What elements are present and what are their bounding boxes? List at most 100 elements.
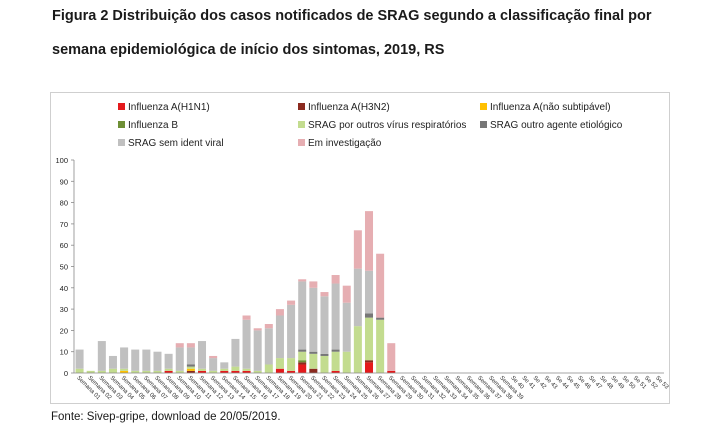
bar-segment bbox=[331, 283, 340, 350]
bar-segment bbox=[376, 253, 385, 318]
bar-segment bbox=[387, 370, 396, 373]
y-tick-label: 0 bbox=[64, 369, 68, 378]
legend-swatch bbox=[298, 103, 305, 110]
bar-segment bbox=[120, 347, 129, 369]
legend-label: Em investigação bbox=[308, 138, 382, 149]
bar-segment bbox=[153, 351, 162, 371]
bar-segment bbox=[242, 370, 251, 373]
bar-segment bbox=[186, 368, 195, 371]
bar-segment bbox=[231, 370, 240, 373]
bar-segment bbox=[287, 300, 296, 305]
bar-segment bbox=[275, 358, 284, 369]
bar-segment bbox=[320, 292, 329, 297]
legend-label: SRAG por outros vírus respiratórios bbox=[308, 120, 466, 131]
bar-segment bbox=[220, 362, 229, 369]
bar-segment bbox=[142, 349, 151, 371]
bar-segment bbox=[253, 328, 262, 331]
bar-segment bbox=[186, 347, 195, 365]
legend-label: Influenza A(não subtipável) bbox=[490, 102, 611, 113]
legend-swatch bbox=[298, 121, 305, 128]
bar-segment bbox=[198, 341, 207, 369]
bar-segment bbox=[142, 370, 151, 373]
y-tick-label: 40 bbox=[60, 284, 68, 293]
bar-segment bbox=[220, 368, 229, 371]
bar-segment bbox=[264, 328, 273, 365]
bar-segment bbox=[153, 370, 162, 373]
bar-segment bbox=[97, 341, 106, 371]
bar-segment bbox=[364, 270, 374, 314]
bar-segment bbox=[298, 362, 307, 365]
bar-segment bbox=[376, 319, 385, 373]
bar-segment bbox=[376, 317, 385, 320]
source-note: Fonte: Sivep-gripe, download de 20/05/20… bbox=[51, 411, 281, 423]
bar-segment bbox=[120, 370, 129, 373]
bar-segment bbox=[320, 296, 329, 354]
bar-segment bbox=[253, 330, 262, 371]
bar-segment bbox=[209, 355, 218, 359]
y-tick-label: 70 bbox=[60, 220, 68, 229]
bar-segment bbox=[309, 353, 318, 369]
y-tick-label: 100 bbox=[55, 156, 68, 165]
y-tick-label: 10 bbox=[60, 348, 68, 357]
bar-segment bbox=[264, 364, 273, 373]
bar-segment bbox=[75, 349, 84, 369]
bar-segment bbox=[108, 368, 117, 373]
bar-segment bbox=[75, 368, 84, 373]
legend-swatch bbox=[118, 121, 125, 128]
legend-swatch bbox=[480, 121, 487, 128]
bar-segment bbox=[309, 368, 318, 373]
bar-segment bbox=[186, 370, 195, 373]
bar-segment bbox=[164, 353, 173, 369]
bar-segment bbox=[342, 302, 351, 352]
bar-segment bbox=[353, 268, 362, 327]
bar-segment bbox=[264, 324, 273, 329]
bar-segment bbox=[97, 370, 106, 373]
y-tick-label: 80 bbox=[60, 199, 68, 208]
y-axis: 0 10 20 30 40 50 60 70 80 90 100 bbox=[55, 156, 75, 378]
bar-segment bbox=[198, 368, 207, 371]
legend-label: SRAG outro agente etiológico bbox=[490, 120, 623, 131]
y-tick-label: 60 bbox=[60, 241, 68, 250]
bar-segment bbox=[242, 319, 251, 369]
legend-label: SRAG sem ident viral bbox=[128, 138, 224, 149]
bar-segment bbox=[186, 366, 195, 369]
chart-legend: Influenza A(H1N1) Influenza A(H3N2) Influe… bbox=[118, 102, 623, 149]
bar-segment bbox=[342, 351, 351, 373]
bar-segment bbox=[175, 370, 184, 373]
bar-segment bbox=[298, 349, 307, 352]
bar-segment bbox=[331, 349, 340, 352]
bar-segment bbox=[275, 368, 284, 373]
bar-segment bbox=[175, 343, 184, 348]
figure-title-line-1: Figura 2 Distribuição dos casos notifica… bbox=[52, 8, 652, 24]
legend-label: Influenza A(H3N2) bbox=[308, 102, 390, 113]
bar-segment bbox=[131, 370, 140, 373]
bar-segment bbox=[298, 279, 307, 282]
bar-segment bbox=[220, 370, 229, 373]
bar-segment bbox=[209, 370, 218, 373]
bar-segment bbox=[186, 343, 195, 348]
legend-swatch bbox=[480, 103, 487, 110]
bar-segment bbox=[331, 351, 340, 371]
bar-segment bbox=[287, 358, 296, 371]
bar-segment bbox=[186, 364, 195, 367]
bar-segment bbox=[309, 281, 318, 288]
legend-swatch bbox=[118, 103, 125, 110]
bar-segment bbox=[164, 370, 173, 373]
bar-segment bbox=[209, 358, 218, 371]
y-tick-label: 50 bbox=[60, 263, 68, 272]
bar-segment bbox=[331, 275, 340, 284]
legend-swatch bbox=[118, 139, 125, 146]
bar-segment bbox=[253, 370, 262, 373]
bar-segment bbox=[387, 343, 396, 371]
chart-bars bbox=[75, 211, 396, 373]
bar-segment bbox=[242, 315, 251, 320]
bar-segment bbox=[353, 326, 362, 373]
bar-segment bbox=[164, 368, 173, 371]
bar-segment bbox=[309, 351, 318, 354]
bar-segment bbox=[364, 317, 374, 361]
legend-label: Influenza A(H1N1) bbox=[128, 102, 210, 113]
bar-segment bbox=[331, 370, 340, 373]
bar-segment bbox=[108, 355, 117, 369]
